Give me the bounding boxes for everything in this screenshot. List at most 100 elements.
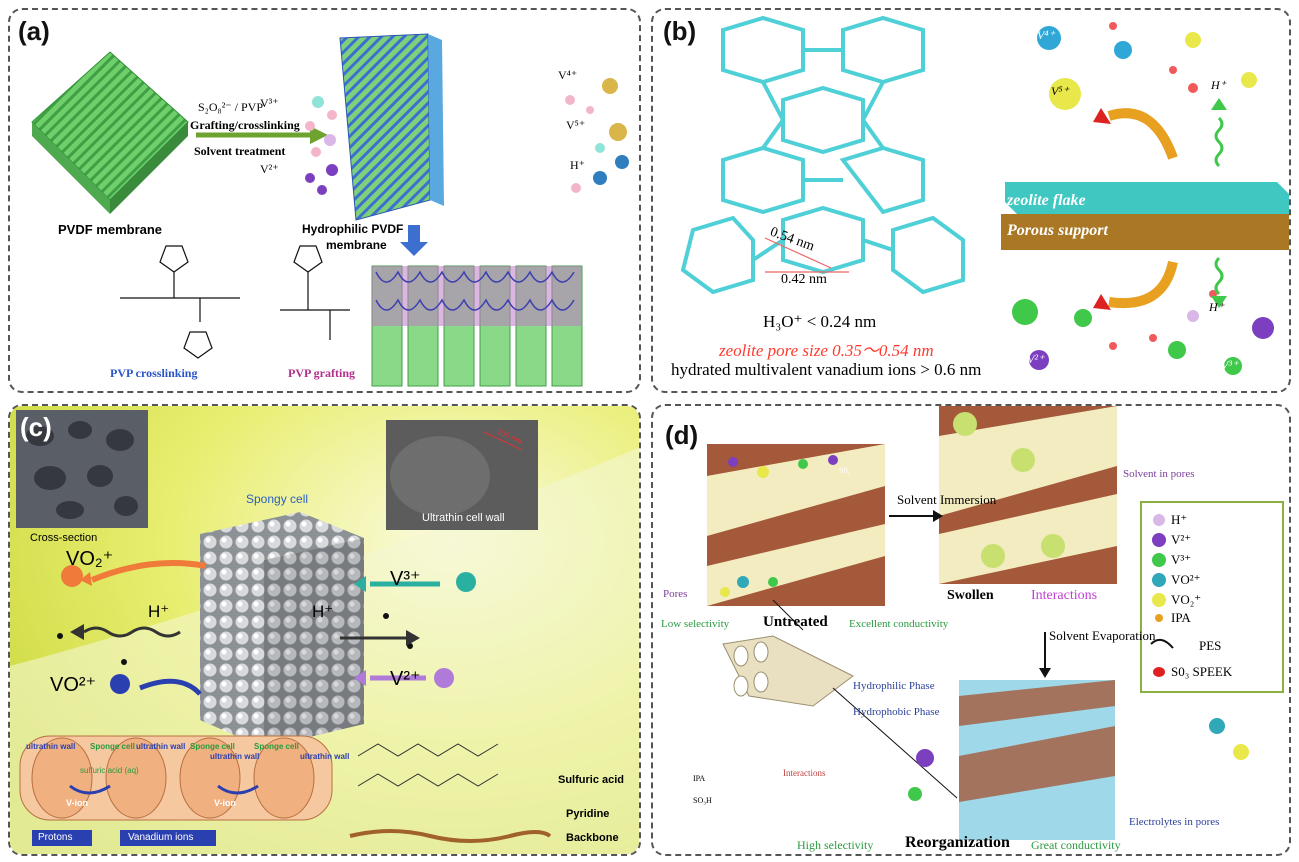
ion-h-right: H⁺ <box>312 602 334 621</box>
flux-arrows-b <box>1093 98 1227 310</box>
bottom-label-2: Sponge cell <box>90 742 135 751</box>
panel-d-graphics <box>707 406 1284 840</box>
vion-label-2: V-ion <box>214 798 236 808</box>
pvp-grafting-label: PVP grafting <box>288 366 355 380</box>
reorg-box <box>959 680 1115 840</box>
legend-vo2plus: VO₂⁺ <box>1171 592 1202 607</box>
legend-markers <box>1150 514 1174 677</box>
membrane-label: membrane <box>326 238 387 252</box>
panel-d-label: (d) <box>665 420 699 450</box>
bottom-label-5: ultrathin wall <box>210 752 260 761</box>
flux-arrows-c <box>70 560 440 696</box>
panel-b-label: (b) <box>663 16 697 46</box>
ion-v2: V²⁺ <box>260 162 279 176</box>
pvdf-membrane-block <box>31 51 189 214</box>
panel-b: (b) <box>651 8 1291 393</box>
vion-label-1: V-ion <box>66 798 88 808</box>
panel-c-label: (c) <box>20 412 52 442</box>
ion-v3: V³⁺ <box>260 96 279 110</box>
solvent-treatment-label: Solvent treatment <box>194 144 286 158</box>
ion-v4: V⁴⁺ <box>558 68 578 82</box>
untreated-label: Untreated <box>763 614 828 630</box>
legend-so3-speek: S0₃ SPEEK <box>1171 664 1233 679</box>
chem-interactions-label: Interactions <box>783 768 826 778</box>
ion-h-left: H⁺ <box>148 602 170 621</box>
solvent-immersion-label: Solvent Immersion <box>897 492 997 507</box>
legend-h: H⁺ <box>1171 512 1188 527</box>
process-arrows <box>889 510 1051 678</box>
down-arrow <box>400 225 428 256</box>
zeolite-size-text: zeolite pore size 0.35〜0.54 nm <box>719 341 934 360</box>
membrane-layers <box>1001 182 1289 250</box>
ion-h-bottom: H⁺ <box>1209 300 1224 314</box>
tube-bundle <box>722 599 958 799</box>
pore-dimensions <box>764 237 849 273</box>
panel-b-graphics <box>680 15 1289 375</box>
excellent-conductivity-label: Excellent conductivity <box>849 618 949 630</box>
legend-protons: Protons <box>38 832 73 843</box>
chem-backbone: Backbone <box>566 832 619 844</box>
sulfuric-label: sulfuric acid (aq) <box>80 766 139 775</box>
chem-network <box>349 743 552 843</box>
ion-v5-b: V⁵⁺ <box>1051 84 1069 98</box>
pvp-crosslink-structure <box>120 245 240 359</box>
hydrophobic-phase-label: Hydrophobic Phase <box>853 706 940 718</box>
bottom-label-3: ultrathin wall <box>136 742 186 751</box>
bottom-label-1: ultrathin wall <box>26 742 76 751</box>
high-selectivity-label: High selectivity <box>797 838 874 852</box>
bottom-label-6: Sponge cell <box>254 742 299 751</box>
zeolite-framework <box>680 15 965 295</box>
bottom-label-4: Sponge cell <box>190 742 235 751</box>
zeolite-flake-label: zeolite flake <box>1007 192 1086 209</box>
panel-c: (c) Cross-section Spongy cell Ultrathin … <box>8 404 641 856</box>
grafting-label: Grafting/crosslinking <box>190 118 300 132</box>
cell-diagram <box>19 735 333 846</box>
legend-pes: PES <box>1199 638 1222 653</box>
ion-h: H⁺ <box>570 158 585 172</box>
untreated-box <box>707 444 885 606</box>
panel-c-graphics <box>10 406 639 854</box>
pore-d2: 0.42 nm <box>781 272 827 287</box>
panel-a: (a) <box>8 8 641 393</box>
hydrophilic-phase-label: Hydrophilic Phase <box>853 680 935 692</box>
swollen-box <box>939 406 1117 584</box>
so3-mark: S0₃ <box>839 466 851 475</box>
spongy-cell-label: Spongy cell <box>246 492 309 506</box>
ion-v3-c: V³⁺ <box>390 568 421 590</box>
legend-vo2: VO²⁺ <box>1171 572 1201 587</box>
reorganization-label: Reorganization <box>905 834 1010 851</box>
ion-vo2plus: VO₂⁺ <box>66 548 114 570</box>
cross-section-label: Cross-section <box>30 532 98 544</box>
porous-support-label: Porous support <box>1007 222 1108 239</box>
spongy-cube <box>200 512 364 748</box>
pore-tubes <box>371 265 583 387</box>
ion-h-top: H⁺ <box>1211 78 1226 92</box>
ion-spheres-b <box>1012 22 1274 375</box>
ion-v5: V⁵⁺ <box>566 118 586 132</box>
legend-v3: V³⁺ <box>1171 552 1192 567</box>
pvp-graft-structure <box>280 245 350 340</box>
chem-so3h: SO₃H <box>693 796 712 805</box>
chem-pyridine: Pyridine <box>566 808 610 820</box>
ion-vo2: VO²⁺ <box>50 674 97 696</box>
bottom-label-7: ultrathin wall <box>300 752 350 761</box>
reaction-arrow <box>196 126 328 144</box>
legend-ipa: IPA <box>1171 610 1191 625</box>
panel-d: (d) <box>651 404 1291 856</box>
panel-a-label: (a) <box>18 16 50 46</box>
reagent-label: S₂O₈²⁻ / PVP <box>198 100 263 114</box>
h3o-text: H₃O⁺ < 0.24 nm <box>763 312 877 331</box>
hydrophilic-membrane-block <box>339 33 444 221</box>
swollen-label: Swollen <box>947 588 994 603</box>
panel-a-graphics <box>31 33 629 387</box>
ion-v3-b: V³⁺ <box>1221 358 1239 372</box>
chem-ipa: IPA <box>693 774 706 783</box>
pvdf-membrane-label: PVDF membrane <box>58 222 163 237</box>
ions-a <box>305 78 629 195</box>
pores-label: Pores <box>663 588 688 600</box>
ion-v2-c: V²⁺ <box>390 668 421 690</box>
ion-v2-b: V²⁺ <box>1027 352 1045 366</box>
great-conductivity-label: Great conductivity <box>1031 838 1121 852</box>
electrolytes-label: Electrolytes in pores <box>1129 816 1220 828</box>
ultrathin-wall-label: Ultrathin cell wall <box>422 512 505 524</box>
